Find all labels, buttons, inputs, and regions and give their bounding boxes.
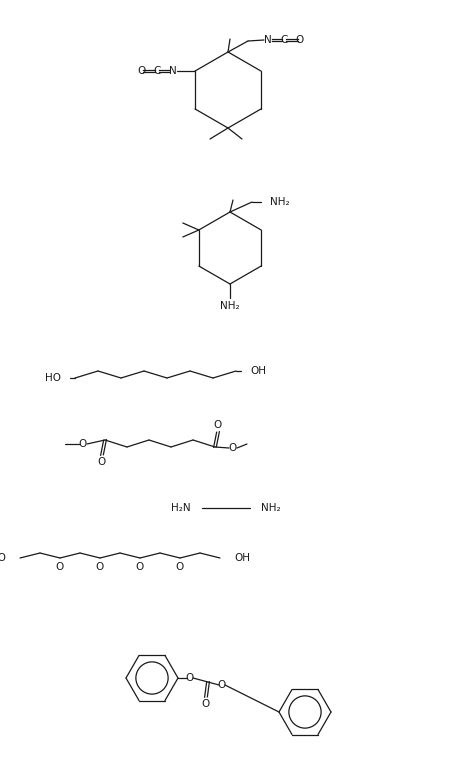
Text: N: N [263,35,271,45]
Text: O: O [56,562,64,572]
Text: O: O [96,562,104,572]
Text: O: O [175,562,184,572]
Text: O: O [98,457,106,467]
Text: O: O [217,680,226,690]
Text: NH₂: NH₂ [269,197,289,207]
Text: O: O [213,420,221,430]
Text: H₂N: H₂N [171,503,191,513]
Text: O: O [136,562,144,572]
Text: O: O [202,699,210,709]
Text: NH₂: NH₂ [260,503,280,513]
Text: O: O [228,443,237,453]
Text: N: N [169,66,177,76]
Text: O: O [295,35,304,45]
Text: C: C [280,35,287,45]
Text: C: C [153,66,161,76]
Text: HO: HO [0,553,6,563]
Text: O: O [185,673,193,683]
Text: NH₂: NH₂ [220,301,239,311]
Text: OH: OH [249,366,265,376]
Text: HO: HO [45,373,61,383]
Text: OH: OH [234,553,249,563]
Text: O: O [79,439,87,449]
Text: O: O [137,66,145,76]
